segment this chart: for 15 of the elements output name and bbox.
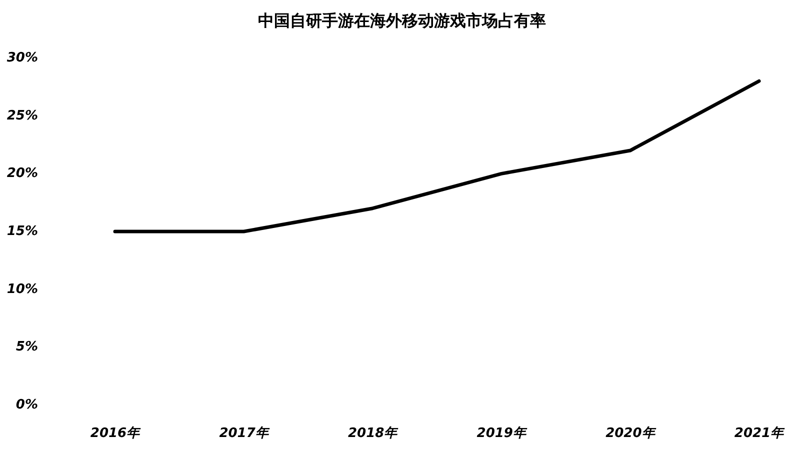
y-tick-label: 30% [6, 50, 38, 66]
line-series [113, 79, 761, 234]
y-tick-label: 20% [6, 166, 38, 182]
x-tick-label: 2021年 [734, 426, 786, 441]
y-tick-label: 5% [16, 340, 38, 355]
y-tick-label: 25% [6, 108, 38, 124]
x-tick-label: 2018年 [348, 426, 400, 441]
y-tick-label: 15% [6, 224, 38, 240]
x-tick-label: 2020年 [606, 426, 657, 441]
x-tick-label: 2017年 [219, 426, 270, 441]
chart-title: 中国自研手游在海外移动游戏市场占有率 [258, 11, 546, 30]
y-tick-label: 0% [16, 398, 38, 413]
y-tick-label: 10% [6, 282, 38, 297]
x-tick-label: 2016年 [90, 426, 142, 441]
x-tick-label: 2019年 [476, 426, 528, 441]
